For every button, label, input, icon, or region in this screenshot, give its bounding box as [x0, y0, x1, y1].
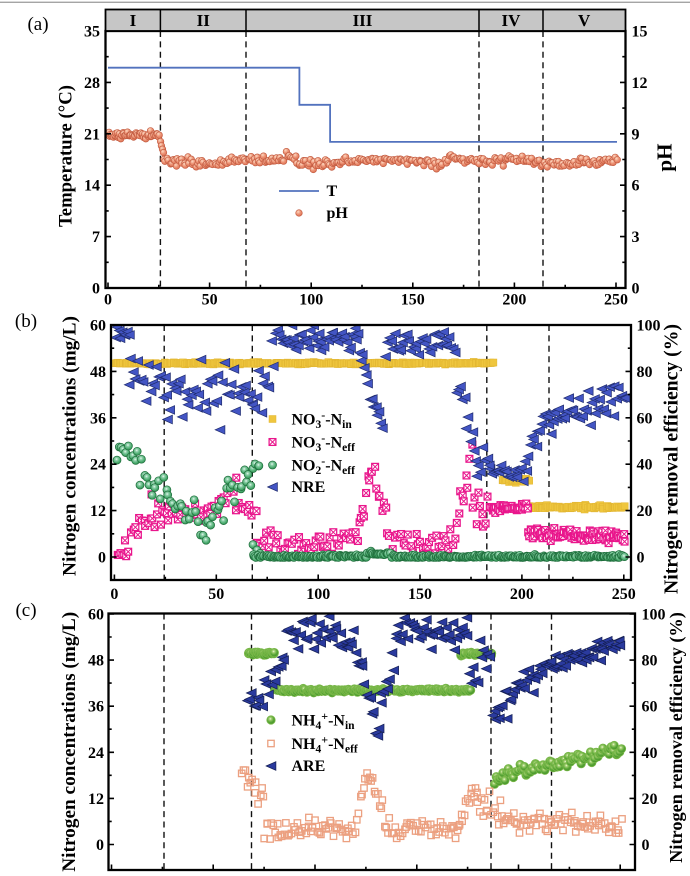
- svg-text:NO3--Nin: NO3--Nin: [292, 408, 353, 431]
- svg-text:0: 0: [110, 586, 118, 603]
- svg-text:pH: pH: [653, 144, 677, 172]
- svg-text:0: 0: [637, 550, 645, 567]
- svg-text:20: 20: [637, 503, 653, 520]
- svg-text:Nitrogen removal efficiency (%: Nitrogen removal efficiency (%): [661, 324, 683, 594]
- svg-text:60: 60: [642, 699, 658, 716]
- svg-text:ARE: ARE: [292, 758, 326, 775]
- svg-text:20: 20: [642, 791, 658, 808]
- svg-text:(c): (c): [15, 600, 36, 621]
- svg-text:150: 150: [408, 586, 432, 603]
- svg-text:0: 0: [96, 837, 104, 854]
- svg-text:NO3--Neff: NO3--Neff: [292, 431, 356, 454]
- svg-text:0: 0: [642, 837, 650, 854]
- svg-text:I: I: [130, 11, 137, 30]
- svg-text:35: 35: [84, 24, 100, 41]
- svg-text:28: 28: [84, 75, 100, 92]
- svg-text:Nitrogen concentrations (mg/L): Nitrogen concentrations (mg/L): [60, 316, 81, 576]
- svg-text:3: 3: [632, 229, 640, 246]
- svg-text:100: 100: [306, 586, 330, 603]
- svg-text:36: 36: [90, 410, 106, 427]
- svg-text:40: 40: [637, 457, 653, 474]
- svg-text:7: 7: [92, 229, 100, 246]
- svg-text:250: 250: [612, 586, 636, 603]
- svg-text:(b): (b): [15, 311, 37, 332]
- svg-text:IV: IV: [502, 11, 522, 30]
- svg-text:60: 60: [88, 607, 104, 624]
- svg-text:9: 9: [632, 126, 640, 143]
- svg-text:150: 150: [401, 292, 425, 309]
- svg-text:21: 21: [84, 126, 100, 143]
- svg-text:NO2--Neff: NO2--Neff: [292, 454, 356, 477]
- svg-text:II: II: [197, 11, 211, 30]
- svg-text:6: 6: [632, 178, 640, 195]
- svg-text:80: 80: [637, 364, 653, 381]
- svg-text:50: 50: [208, 586, 224, 603]
- svg-text:60: 60: [90, 318, 106, 335]
- svg-text:48: 48: [88, 653, 104, 670]
- svg-text:15: 15: [632, 24, 648, 41]
- svg-text:pH: pH: [327, 205, 349, 222]
- svg-text:III: III: [353, 11, 373, 30]
- svg-text:12: 12: [88, 791, 104, 808]
- svg-text:0: 0: [104, 292, 112, 309]
- svg-text:60: 60: [637, 410, 653, 427]
- svg-text:Temperature (°C): Temperature (°C): [55, 85, 76, 227]
- svg-text:24: 24: [90, 457, 106, 474]
- svg-text:NRE: NRE: [292, 479, 326, 496]
- svg-text:14: 14: [84, 178, 100, 195]
- svg-text:V: V: [578, 11, 591, 30]
- svg-text:NH4+-Nin: NH4+-Nin: [292, 709, 356, 732]
- svg-text:80: 80: [642, 653, 658, 670]
- svg-text:100: 100: [637, 318, 661, 335]
- svg-text:100: 100: [299, 292, 323, 309]
- svg-text:40: 40: [642, 745, 658, 762]
- svg-text:Nitrogen removal efficiency (%: Nitrogen removal efficiency (%): [666, 612, 687, 863]
- svg-text:100: 100: [642, 607, 666, 624]
- svg-text:48: 48: [90, 364, 106, 381]
- svg-text:0: 0: [632, 281, 640, 298]
- svg-text:50: 50: [202, 292, 218, 309]
- svg-text:12: 12: [90, 503, 106, 520]
- svg-text:NH4+-Neff: NH4+-Neff: [292, 733, 358, 756]
- svg-text:T: T: [327, 183, 338, 200]
- svg-text:12: 12: [632, 75, 648, 92]
- svg-text:(a): (a): [27, 14, 48, 35]
- svg-text:36: 36: [88, 699, 104, 716]
- svg-text:24: 24: [88, 745, 104, 762]
- svg-text:200: 200: [510, 586, 534, 603]
- svg-text:0: 0: [92, 281, 100, 298]
- svg-text:0: 0: [98, 550, 106, 567]
- svg-text:Nitrogen concentrations (mg/L): Nitrogen concentrations (mg/L): [59, 612, 80, 872]
- svg-text:250: 250: [604, 292, 628, 309]
- svg-text:200: 200: [502, 292, 526, 309]
